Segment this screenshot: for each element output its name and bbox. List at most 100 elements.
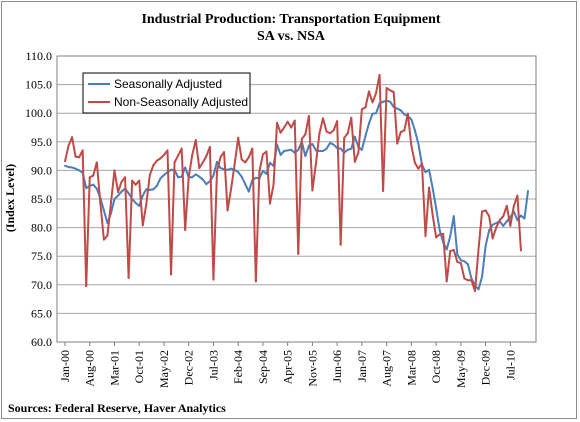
x-tick-label: Jan-07 (355, 350, 369, 382)
x-tick-label: Sep-04 (256, 350, 270, 384)
line-segment (445, 250, 452, 283)
line-segment (251, 147, 257, 283)
line-segment (173, 154, 180, 164)
line-segment (265, 150, 271, 205)
x-tick-label: Aug-07 (380, 350, 394, 387)
line-segment (226, 187, 233, 212)
y-tick-label: 80.0 (31, 221, 52, 235)
line-segment (170, 161, 176, 276)
source-note: Sources: Federal Reserve, Haver Analytic… (8, 401, 226, 415)
line-segment (428, 186, 434, 216)
line-segment (297, 137, 303, 255)
line-segment (148, 164, 155, 176)
line-segment (367, 90, 374, 104)
line-segment (106, 202, 112, 237)
line-segment (141, 203, 148, 227)
line-segment (466, 263, 473, 280)
line-segment (473, 248, 480, 293)
line-segment (431, 213, 438, 239)
line-segment (184, 176, 190, 231)
x-tick-label: Apr-05 (281, 350, 295, 384)
line-segment (505, 204, 512, 227)
line-segment (155, 177, 162, 187)
line-segment (318, 117, 325, 135)
line-segment (353, 151, 360, 163)
line-segment (406, 112, 413, 147)
line-segment (212, 160, 218, 177)
line-segment (452, 248, 459, 263)
line-segment (360, 135, 367, 151)
line-segment (477, 275, 484, 291)
legend: Seasonally Adjusted Non-Seasonally Adjus… (82, 72, 251, 114)
line-segment (279, 126, 286, 134)
line-segment (138, 179, 144, 227)
line-segment (145, 173, 151, 206)
line-segment (420, 162, 427, 238)
line-segment (223, 151, 229, 212)
y-axis-ticks: 60.0 65.0 70.0 75.0 80.0 85.0 90.0 95.0 100.0 105… (25, 49, 52, 349)
line-segment (371, 92, 378, 104)
y-tick-label: 100.0 (25, 106, 52, 120)
line-segment (113, 169, 120, 194)
x-tick-label: Jun-06 (330, 350, 344, 383)
line-segment (325, 141, 332, 150)
line-segment (268, 183, 275, 205)
y-axis-title: (Index Level) (3, 164, 17, 232)
line-segment (109, 169, 116, 204)
line-segment (276, 143, 282, 156)
line-segment (357, 108, 363, 154)
line-segment (322, 117, 328, 133)
line-segment (389, 100, 395, 108)
x-tick-label: Mar-08 (404, 350, 418, 386)
line-segment (512, 210, 519, 222)
y-tick-label: 105.0 (25, 78, 52, 92)
line-segment (180, 147, 187, 231)
line-segment (435, 207, 441, 231)
line-segment (64, 144, 70, 163)
line-segment (375, 102, 381, 115)
line-segment (456, 253, 462, 262)
line-segment (71, 136, 77, 158)
line-segment (424, 186, 431, 238)
line-segment (484, 209, 491, 218)
y-tick-label: 70.0 (31, 278, 52, 292)
line-segment (516, 194, 522, 252)
line-segment (481, 244, 487, 278)
x-tick-label: Dec-09 (479, 350, 493, 385)
y-tick-label: 85.0 (31, 192, 52, 206)
line-segment (410, 118, 416, 132)
line-segment (431, 186, 438, 210)
line-segment (484, 229, 491, 247)
x-tick-label: Dec-02 (182, 350, 196, 385)
line-segment (495, 219, 501, 229)
line-segment (392, 91, 399, 145)
line-segment (417, 143, 423, 166)
line-segment (230, 163, 236, 190)
line-segment (311, 162, 317, 192)
line-segment (254, 170, 261, 283)
line-segment (459, 262, 466, 280)
line-segment (276, 121, 282, 134)
x-tick-label: May-02 (157, 350, 171, 388)
line-segment (438, 228, 445, 244)
line-segment (336, 120, 342, 246)
x-tick-label: Jul-10 (503, 350, 517, 380)
chart-subtitle: SA vs. NSA (257, 29, 326, 44)
line-segment (187, 153, 194, 179)
line-segment (247, 179, 254, 193)
series-lines (64, 73, 529, 293)
line-segment (237, 136, 243, 161)
line-segment (258, 153, 264, 173)
y-tick-label: 65.0 (31, 306, 52, 320)
line-segment (95, 161, 102, 204)
line-segment (413, 161, 420, 170)
line-segment (509, 204, 515, 227)
line-segment (364, 122, 370, 138)
line-segment (201, 155, 208, 164)
x-tick-label: Jan-00 (58, 350, 72, 382)
line-segment (378, 73, 385, 192)
line-segment (410, 144, 416, 164)
line-segment (442, 232, 448, 283)
